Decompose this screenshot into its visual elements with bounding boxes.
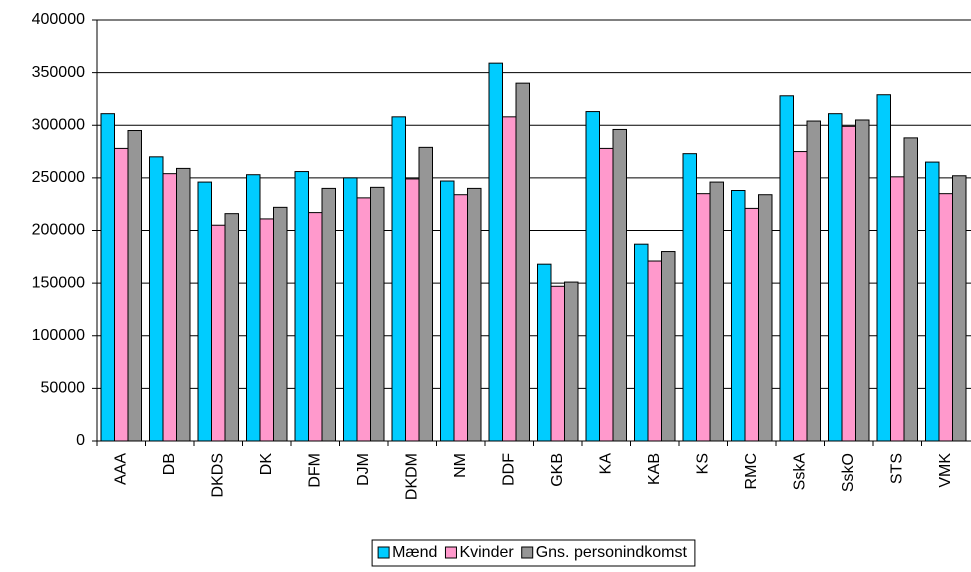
bar: [273, 206, 288, 442]
bar: [828, 113, 843, 442]
y-tick-label: 50000: [41, 380, 86, 397]
bar: [246, 174, 261, 442]
bar: [682, 153, 697, 442]
bar: [585, 111, 600, 442]
bar: [294, 171, 309, 442]
x-tick-label: RMC: [743, 453, 760, 489]
bar: [806, 120, 821, 442]
bar: [952, 175, 967, 442]
bar: [405, 178, 420, 442]
bar: [453, 194, 468, 442]
y-tick-label: 100000: [32, 327, 85, 344]
x-tick-label: AAA: [112, 453, 129, 485]
bar: [343, 177, 358, 442]
bar: [467, 187, 482, 442]
legend-swatch: [521, 546, 534, 559]
y-tick-label: 350000: [32, 64, 85, 81]
legend: [371, 539, 696, 567]
bar: [841, 125, 856, 442]
bar: [224, 213, 239, 442]
bar: [938, 193, 953, 442]
x-tick-label: KS: [694, 453, 711, 474]
legend-label: Kvinder: [459, 544, 514, 561]
bar: [647, 260, 662, 442]
bar: [612, 128, 627, 442]
bar: [321, 187, 336, 442]
legend-swatch: [377, 546, 390, 559]
x-tick-label: DDF: [500, 453, 517, 486]
x-tick-label: KA: [597, 453, 614, 475]
bar: [211, 224, 226, 442]
x-tick-label: NM: [452, 453, 469, 478]
bar: [731, 190, 746, 442]
bar: [599, 147, 614, 442]
bar: [391, 116, 406, 442]
legend-label: Mænd: [392, 544, 437, 561]
bar: [564, 281, 579, 442]
bar: [114, 147, 129, 442]
bar: [661, 251, 676, 442]
x-tick-label: STS: [888, 453, 905, 484]
bar: [876, 94, 891, 442]
bar: [127, 130, 142, 442]
x-tick-label: SskA: [791, 453, 808, 491]
x-tick-label: DJM: [355, 453, 372, 486]
legend-swatch: [444, 546, 457, 559]
bar: [634, 243, 649, 442]
x-tick-label: SskO: [840, 453, 857, 492]
x-tick-label: DKDM: [403, 453, 420, 500]
y-tick-label: 150000: [32, 274, 85, 291]
y-tick-label: 0: [76, 432, 85, 449]
bar: [356, 197, 371, 442]
bar: [259, 218, 274, 442]
bar: [418, 146, 433, 442]
bar: [793, 151, 808, 442]
bar: [100, 113, 115, 442]
bar: [925, 161, 940, 442]
bar: [197, 181, 212, 442]
bar: [440, 180, 455, 442]
bar: [779, 95, 794, 442]
bar: [515, 82, 530, 442]
bar: [176, 167, 191, 442]
bar: [162, 173, 177, 442]
x-tick-label: GKB: [549, 453, 566, 487]
bar: [744, 207, 759, 442]
x-tick-label: DKDS: [209, 453, 226, 497]
x-tick-label: DK: [258, 453, 275, 476]
bar: [855, 119, 870, 442]
bar: [903, 137, 918, 442]
x-tick-label: VMK: [937, 453, 954, 488]
bar: [149, 156, 164, 442]
x-tick-label: DB: [161, 453, 178, 475]
y-tick-label: 400000: [32, 11, 85, 28]
bar: [370, 186, 385, 442]
bar: [758, 194, 773, 442]
bar: [537, 263, 552, 442]
y-tick-label: 200000: [32, 222, 85, 239]
bar: [550, 285, 565, 442]
bar: [308, 212, 323, 442]
x-tick-label: KAB: [646, 453, 663, 485]
y-tick-label: 250000: [32, 169, 85, 186]
bar: [890, 176, 905, 442]
y-tick-label: 300000: [32, 116, 85, 133]
x-tick-label: DFM: [306, 453, 323, 488]
bar: [709, 181, 724, 442]
bar: [502, 116, 517, 442]
bar: [488, 62, 503, 442]
bar: [696, 193, 711, 442]
legend-label: Gns. personindkomst: [536, 544, 688, 561]
